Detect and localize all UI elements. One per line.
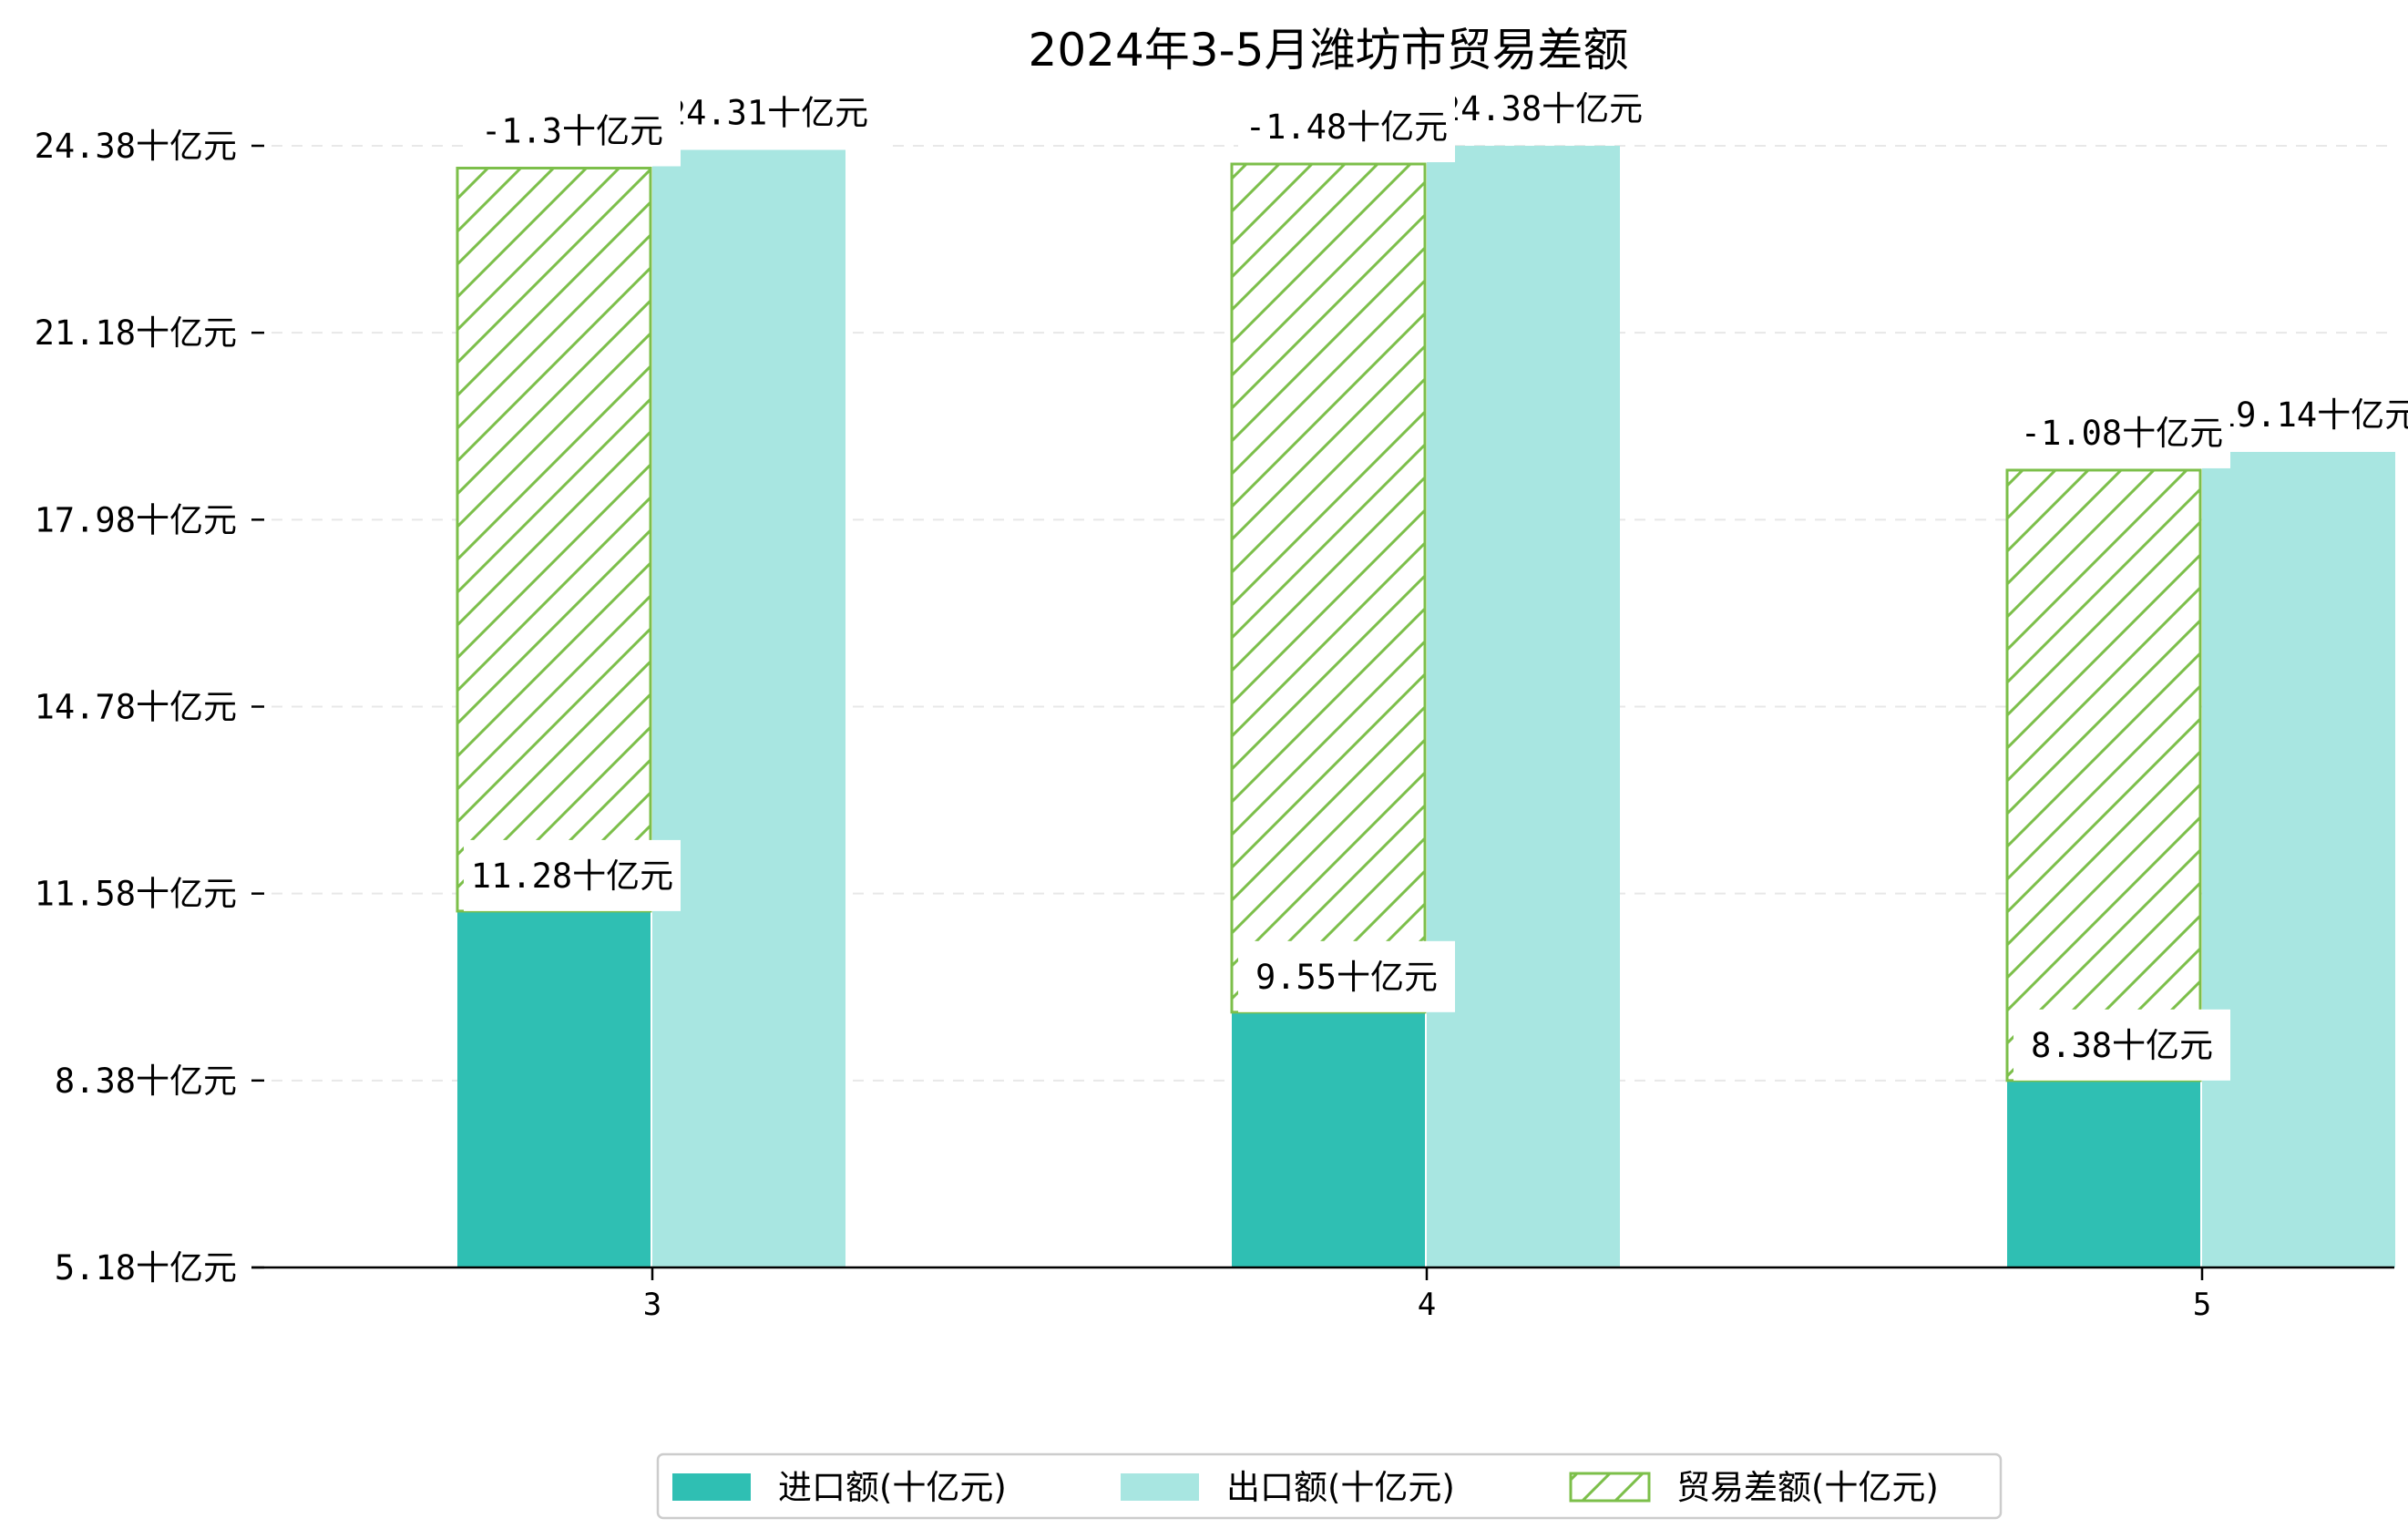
chart-title: 2024年3-5月潍坊市贸易差额 — [1029, 24, 1629, 77]
legend-item: 贸易差额(十亿元) — [1569, 1468, 1939, 1507]
data-label: 24.38十亿元 — [1424, 73, 1659, 144]
data-label-text: -1.3十亿元 — [481, 111, 663, 150]
data-label-background — [1238, 91, 1455, 162]
x-tick-label: 4 — [1418, 1287, 1436, 1323]
legend-frame — [656, 1452, 2003, 1520]
data-label-background — [464, 839, 681, 911]
data-label-background — [2013, 1009, 2230, 1081]
legend-label: 出口额(十亿元) — [1226, 1468, 1455, 1507]
data-label-text: 9.55十亿元 — [1255, 958, 1438, 997]
bar-export — [652, 149, 845, 1267]
data-label-background — [464, 95, 681, 167]
data-label: 11.28十亿元 — [464, 839, 681, 911]
legend-swatch — [1121, 1473, 1199, 1501]
data-label-text: 11.28十亿元 — [471, 857, 673, 896]
bar-trade-balance — [2005, 468, 2202, 1082]
legend-swatch — [672, 1473, 751, 1501]
y-tick-label: 14.78十亿元 — [35, 688, 237, 727]
legend-label: 贸易差额(十亿元) — [1676, 1468, 1939, 1507]
bar-import — [1232, 1011, 1425, 1267]
data-label-text: 24.38十亿元 — [1440, 89, 1643, 128]
data-label-background — [650, 77, 885, 149]
y-tick-label: 11.58十亿元 — [35, 875, 237, 914]
bar-trade-balance — [456, 166, 652, 913]
bar-export — [2202, 451, 2395, 1267]
bars — [456, 146, 2395, 1267]
data-label: 9.55十亿元 — [1238, 940, 1455, 1012]
data-label-background — [2013, 396, 2230, 468]
data-label: -1.08十亿元 — [2013, 396, 2230, 468]
data-label-text: 8.38十亿元 — [2031, 1026, 2213, 1065]
y-tick-label: 17.98十亿元 — [35, 500, 237, 539]
legend: 进口额(十亿元) 出口额(十亿元) 贸易差额(十亿元) — [656, 1452, 2003, 1520]
data-label: 19.14十亿元 — [2199, 378, 2408, 450]
x-tick-label: 3 — [643, 1287, 661, 1323]
bar-import — [457, 910, 651, 1267]
y-tick-label: 24.38十亿元 — [35, 127, 237, 166]
data-label-background — [1424, 73, 1659, 144]
bar-trade-balance — [1230, 162, 1427, 1014]
data-label: -1.3十亿元 — [464, 95, 681, 167]
y-axis-ticks: 5.18十亿元 8.38十亿元 11.58十亿元 14.78十亿元 17.98十亿元 21… — [35, 127, 264, 1288]
legend-label: 进口额(十亿元) — [778, 1468, 1007, 1507]
data-label-text: 19.14十亿元 — [2216, 395, 2408, 435]
data-label: -1.48十亿元 — [1238, 91, 1455, 162]
x-axis-ticks: 3 4 5 — [643, 1267, 2211, 1323]
y-tick-label: 8.38十亿元 — [55, 1062, 237, 1101]
data-label-background — [2199, 378, 2408, 450]
data-label-text: 24.31十亿元 — [666, 93, 868, 132]
y-tick-label: 5.18十亿元 — [55, 1248, 237, 1288]
legend-item: 进口额(十亿元) — [672, 1468, 1007, 1507]
data-label: 8.38十亿元 — [2013, 1009, 2230, 1081]
data-labels: 24.31十亿元-1.3十亿元 11.28十亿元 24.38十亿元-1.48十亿元 9… — [464, 73, 2408, 1081]
data-label-background — [1238, 940, 1455, 1012]
bar-import — [2007, 1080, 2200, 1267]
data-label-text: -1.08十亿元 — [2021, 414, 2223, 453]
data-label: 24.31十亿元 — [650, 77, 885, 149]
y-tick-label: 21.18十亿元 — [35, 313, 237, 353]
x-tick-label: 5 — [2193, 1287, 2211, 1323]
legend-item: 出口额(十亿元) — [1121, 1468, 1455, 1507]
data-label-text: -1.48十亿元 — [1245, 108, 1448, 147]
bar-export — [1427, 146, 1620, 1267]
legend-swatch — [1569, 1472, 1651, 1503]
